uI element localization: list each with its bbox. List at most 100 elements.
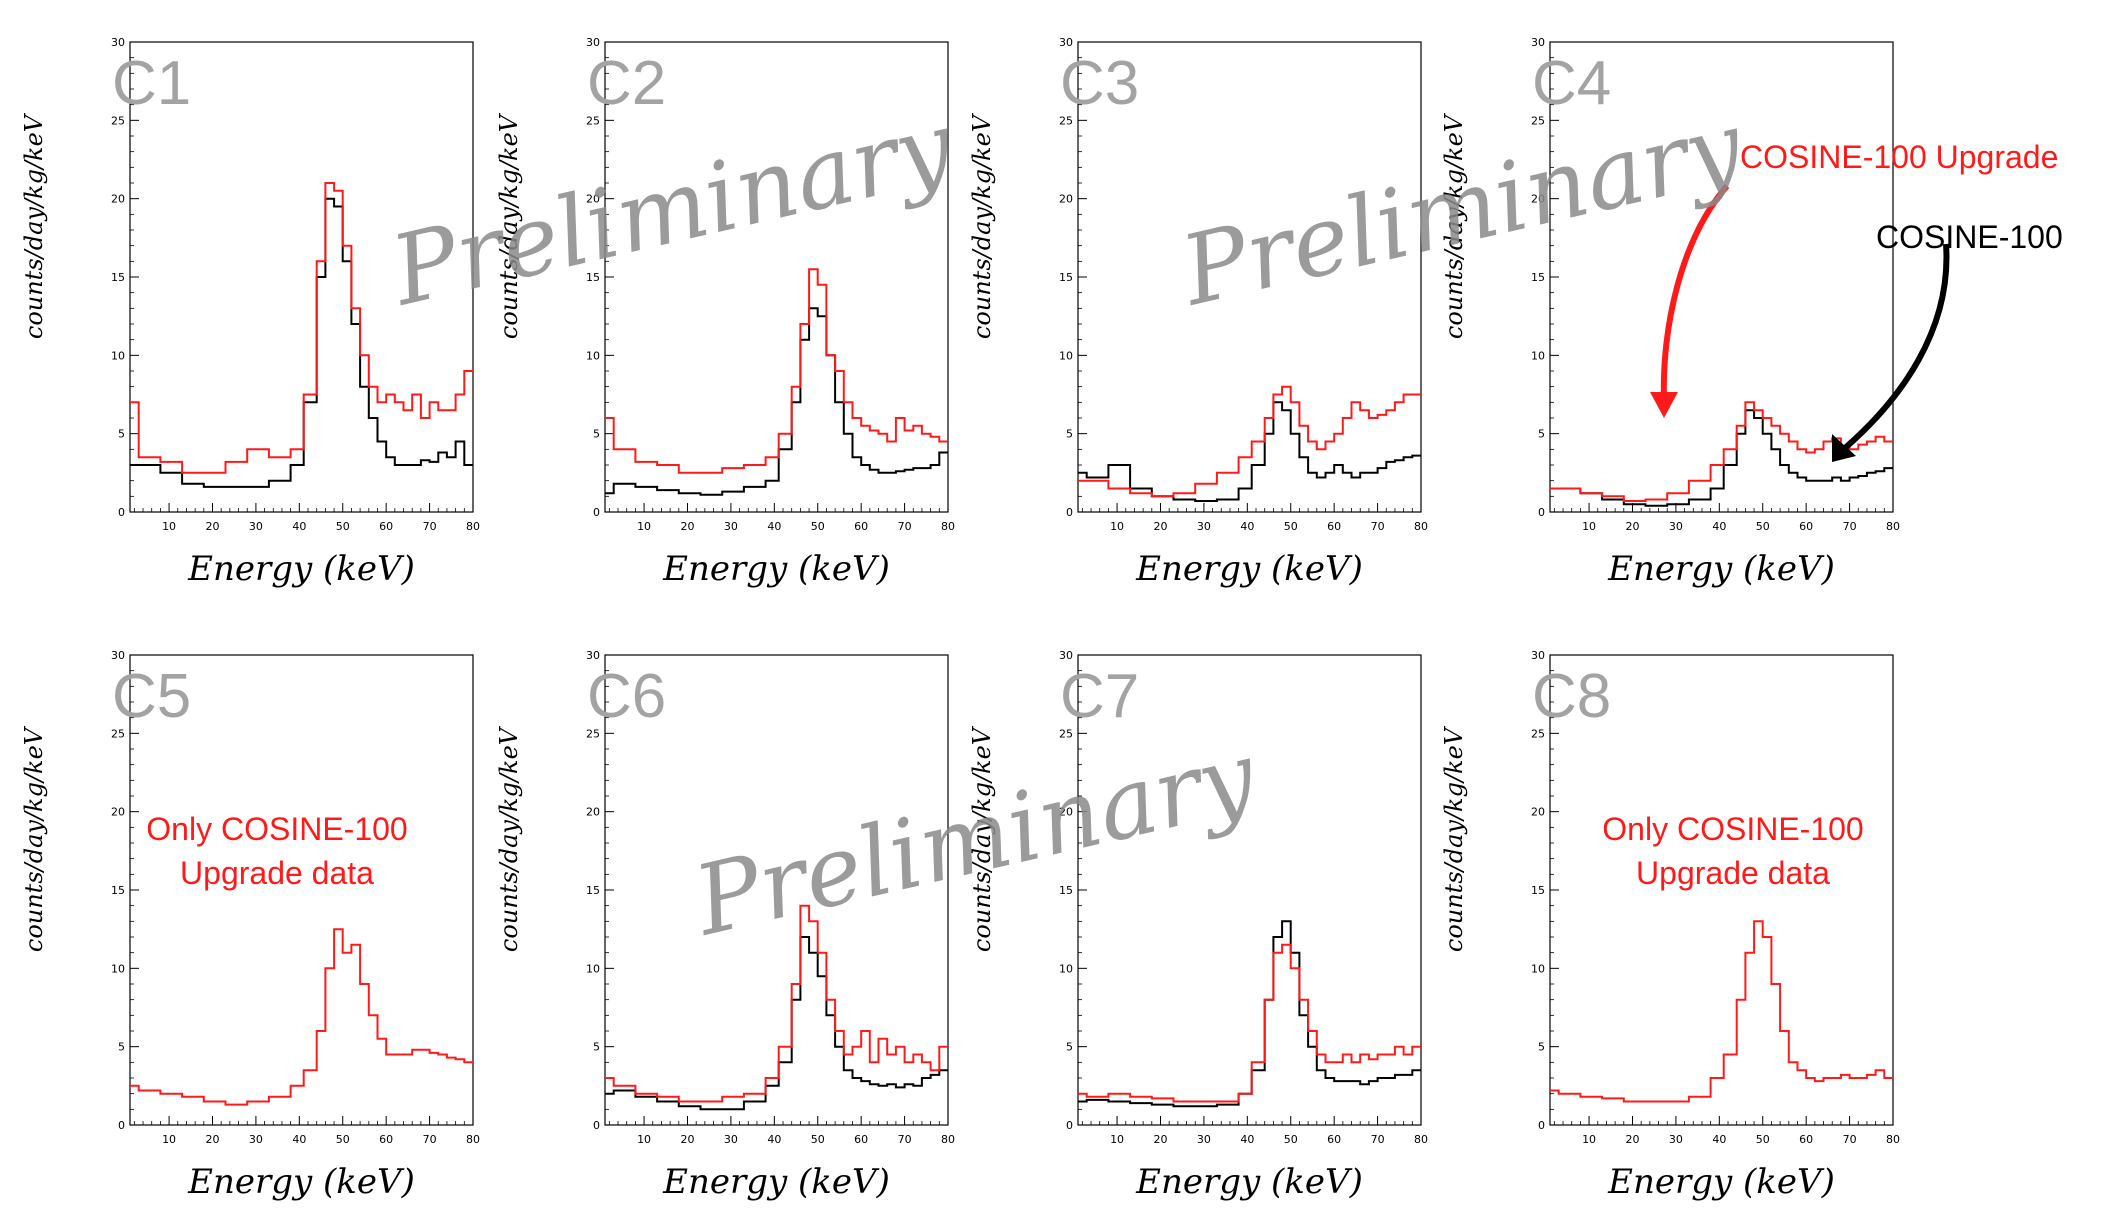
c8-xtick-label-60: 60 bbox=[1799, 1133, 1813, 1146]
c6-xtick-label-30: 30 bbox=[724, 1133, 738, 1146]
c3-ytick-label-15: 15 bbox=[1059, 271, 1073, 284]
c8-ytick-label-10: 10 bbox=[1531, 962, 1545, 975]
c7-ytick-label-10: 10 bbox=[1059, 962, 1073, 975]
c8-xtick-label-80: 80 bbox=[1886, 1133, 1900, 1146]
c2-xtick-label-70: 70 bbox=[898, 520, 912, 533]
panel-c7: 0 5 10 15 20 25 30 10 20 30 40 50 60 70 80 Energy (keV)… bbox=[968, 649, 1428, 1202]
c2-xtick-label-10: 10 bbox=[637, 520, 651, 533]
c6-series-cosine100 bbox=[605, 936, 948, 1111]
c4-ytick-label-0: 0 bbox=[1538, 506, 1545, 519]
c7-ytick-label-15: 15 bbox=[1059, 884, 1073, 897]
c5-xtick-label-20: 20 bbox=[205, 1133, 219, 1146]
c7-xtick-label-40: 40 bbox=[1240, 1133, 1254, 1146]
c3-ytick-label-5: 5 bbox=[1066, 428, 1073, 441]
c8-xtick-label-30: 30 bbox=[1669, 1133, 1683, 1146]
c4-ytick-label-5: 5 bbox=[1538, 428, 1545, 441]
c3-ylabel: counts/day/kg/keV bbox=[968, 112, 996, 339]
c7-xtick-label-10: 10 bbox=[1110, 1133, 1124, 1146]
c6-ytick-label-0: 0 bbox=[593, 1119, 600, 1132]
c1-ytick-label-10: 10 bbox=[111, 349, 125, 362]
c2-xtick-label-30: 30 bbox=[724, 520, 738, 533]
c1-ytick-label-0: 0 bbox=[118, 506, 125, 519]
c5-panel-label: C5 bbox=[112, 662, 191, 731]
c5-ytick-label-10: 10 bbox=[111, 962, 125, 975]
c5-ytick-label-15: 15 bbox=[111, 884, 125, 897]
c6-ytick-label-25: 25 bbox=[586, 727, 600, 740]
c2-ytick-label-20: 20 bbox=[586, 193, 600, 206]
c1-ylabel: counts/day/kg/keV bbox=[20, 112, 48, 339]
c3-ytick-label-10: 10 bbox=[1059, 349, 1073, 362]
annotations: Only COSINE-100 Upgrade data Only COSINE… bbox=[146, 139, 2062, 891]
c4-ytick-label-25: 25 bbox=[1531, 114, 1545, 127]
c8-ytick-label-15: 15 bbox=[1531, 884, 1545, 897]
c3-ytick-label-20: 20 bbox=[1059, 193, 1073, 206]
c4-xlabel: Energy (keV) bbox=[1607, 549, 1835, 589]
c5-only-upgrade-line2: Upgrade data bbox=[180, 855, 374, 891]
c7-xtick-label-30: 30 bbox=[1197, 1133, 1211, 1146]
c1-ytick-label-20: 20 bbox=[111, 193, 125, 206]
c3-ytick-label-0: 0 bbox=[1066, 506, 1073, 519]
c8-xlabel: Energy (keV) bbox=[1607, 1162, 1835, 1202]
c3-ytick-label-25: 25 bbox=[1059, 114, 1073, 127]
c5-series-upgrade bbox=[130, 928, 473, 1106]
c1-ytick-label-5: 5 bbox=[118, 428, 125, 441]
c6-xtick-label-80: 80 bbox=[941, 1133, 955, 1146]
c2-panel-label: C2 bbox=[587, 49, 666, 118]
c4-xtick-label-60: 60 bbox=[1799, 520, 1813, 533]
panel-c6: 0 5 10 15 20 25 30 10 20 30 40 50 60 70 80 Energy (keV)… bbox=[495, 649, 955, 1202]
c6-ytick-label-30: 30 bbox=[586, 649, 600, 662]
c5-ytick-label-20: 20 bbox=[111, 806, 125, 819]
c8-xtick-label-70: 70 bbox=[1843, 1133, 1857, 1146]
c7-ytick-label-5: 5 bbox=[1066, 1041, 1073, 1054]
c5-xtick-label-80: 80 bbox=[466, 1133, 480, 1146]
c2-xtick-label-80: 80 bbox=[941, 520, 955, 533]
c5-xtick-label-40: 40 bbox=[292, 1133, 306, 1146]
c3-xtick-label-50: 50 bbox=[1284, 520, 1298, 533]
c8-series-upgrade bbox=[1550, 920, 1893, 1103]
c8-xtick-label-10: 10 bbox=[1582, 1133, 1596, 1146]
c8-ylabel: counts/day/kg/keV bbox=[1440, 725, 1468, 952]
c1-xtick-label-40: 40 bbox=[292, 520, 306, 533]
c4-series-cosine100 bbox=[1550, 409, 1893, 507]
c3-xtick-label-70: 70 bbox=[1371, 520, 1385, 533]
c4-ytick-label-20: 20 bbox=[1531, 193, 1545, 206]
panel-c8: 0 5 10 15 20 25 30 10 20 30 40 50 60 70 80 Energy (keV)… bbox=[1440, 649, 1900, 1202]
c4-xtick-label-20: 20 bbox=[1625, 520, 1639, 533]
c7-ylabel: counts/day/kg/keV bbox=[968, 725, 996, 952]
c7-ytick-label-25: 25 bbox=[1059, 727, 1073, 740]
c5-ytick-label-5: 5 bbox=[118, 1041, 125, 1054]
c2-xtick-label-60: 60 bbox=[854, 520, 868, 533]
c5-xtick-label-30: 30 bbox=[249, 1133, 263, 1146]
panel-c2: 0 5 10 15 20 25 30 10 20 30 40 50 60 70 80 Energy (keV)… bbox=[495, 36, 955, 589]
c7-ytick-label-30: 30 bbox=[1059, 649, 1073, 662]
c4-xtick-label-30: 30 bbox=[1669, 520, 1683, 533]
c8-only-upgrade-line2: Upgrade data bbox=[1636, 855, 1830, 891]
c8-xtick-label-50: 50 bbox=[1756, 1133, 1770, 1146]
c3-xtick-label-20: 20 bbox=[1153, 520, 1167, 533]
c5-ytick-label-25: 25 bbox=[111, 727, 125, 740]
c4-xtick-label-40: 40 bbox=[1712, 520, 1726, 533]
c2-ytick-label-15: 15 bbox=[586, 271, 600, 284]
c2-ytick-label-0: 0 bbox=[593, 506, 600, 519]
c8-ytick-label-20: 20 bbox=[1531, 806, 1545, 819]
c6-xtick-label-50: 50 bbox=[811, 1133, 825, 1146]
upgrade-arrow bbox=[1660, 184, 1730, 399]
upgrade-label: COSINE-100 Upgrade bbox=[1740, 139, 2058, 175]
c7-xtick-label-70: 70 bbox=[1371, 1133, 1385, 1146]
c2-ytick-label-25: 25 bbox=[586, 114, 600, 127]
c1-xtick-label-50: 50 bbox=[336, 520, 350, 533]
c5-xtick-label-50: 50 bbox=[336, 1133, 350, 1146]
panel-c4: 0 5 10 15 20 25 30 10 20 30 40 50 60 70 80 Energy (keV)… bbox=[1440, 36, 1900, 589]
c7-series-upgrade bbox=[1078, 943, 1421, 1103]
cosine100-arrowhead bbox=[1832, 434, 1856, 462]
c4-xtick-label-10: 10 bbox=[1582, 520, 1596, 533]
c8-ytick-label-0: 0 bbox=[1538, 1119, 1545, 1132]
c3-xtick-label-80: 80 bbox=[1414, 520, 1428, 533]
c5-xtick-label-10: 10 bbox=[162, 1133, 176, 1146]
c7-xtick-label-50: 50 bbox=[1284, 1133, 1298, 1146]
c7-ytick-label-20: 20 bbox=[1059, 806, 1073, 819]
c2-xtick-label-20: 20 bbox=[680, 520, 694, 533]
c2-ytick-label-5: 5 bbox=[593, 428, 600, 441]
c2-ytick-label-30: 30 bbox=[586, 36, 600, 49]
c7-xlabel: Energy (keV) bbox=[1135, 1162, 1363, 1202]
